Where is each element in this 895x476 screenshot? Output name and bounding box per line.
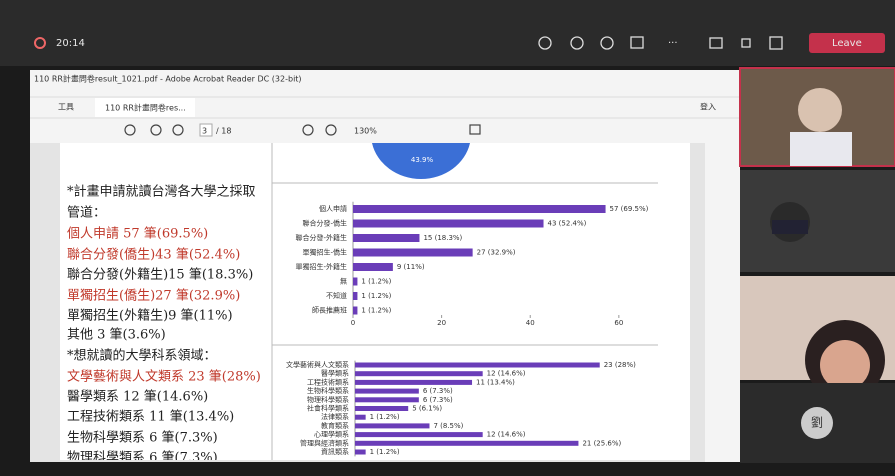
video-tile[interactable] bbox=[740, 170, 895, 272]
value-label: 12 (14.6%) bbox=[487, 370, 526, 378]
value-label: 9 (11%) bbox=[397, 263, 425, 271]
bar bbox=[355, 423, 429, 428]
x-tick-label: 0 bbox=[351, 319, 355, 327]
q1-title: 管道： bbox=[67, 206, 106, 221]
category-label: 個人申請 bbox=[319, 204, 347, 213]
value-label: 12 (14.6%) bbox=[487, 431, 526, 439]
category-label: 醫學類系 bbox=[321, 369, 349, 378]
category-label: 管理與經濟類系 bbox=[300, 438, 349, 447]
category-label: 聯合分發-僑生 bbox=[302, 219, 347, 228]
value-label: 1 (1.2%) bbox=[370, 448, 400, 456]
value-label: 21 (25.6%) bbox=[582, 439, 621, 447]
value-label: 1 (1.2%) bbox=[370, 413, 400, 421]
value-label: 43 (52.4%) bbox=[548, 220, 587, 228]
category-label: 文學藝術與人文類系 bbox=[286, 360, 349, 369]
category-label: 法律類系 bbox=[321, 412, 349, 421]
side-panel bbox=[705, 143, 740, 462]
q2-title: *想就讀的大學科系領域： bbox=[67, 348, 217, 364]
bar bbox=[355, 432, 483, 437]
avatar-initial: 劉 bbox=[811, 415, 823, 430]
category-label: 工程技術類系 bbox=[307, 377, 349, 386]
category-label: 物理科學類系 bbox=[307, 395, 349, 404]
q1-line: 聯合分發(僑生)43 筆(52.4%) bbox=[67, 248, 240, 263]
meeting-time: 20:14 bbox=[56, 38, 85, 49]
x-tick-label: 20 bbox=[437, 319, 446, 327]
q2-line: 醫學類系 12 筆(14.6%) bbox=[67, 390, 208, 405]
page-total: / 18 bbox=[216, 127, 231, 136]
value-label: 27 (32.9%) bbox=[477, 249, 516, 257]
category-label: 單獨招生-僑生 bbox=[302, 248, 347, 257]
meeting-bar bbox=[0, 0, 895, 66]
value-label: 6 (7.3%) bbox=[423, 396, 453, 404]
category-label: 師長推薦班 bbox=[312, 306, 347, 315]
q2-line: 生物科學類系 6 筆(7.3%) bbox=[67, 431, 218, 446]
q1-line: 其他 3 筆(3.6%) bbox=[67, 328, 166, 343]
category-label: 無 bbox=[340, 277, 347, 286]
q1-line: 單獨招生(僑生)27 筆(32.9%) bbox=[67, 289, 240, 304]
bar bbox=[355, 389, 419, 394]
value-label: 7 (8.5%) bbox=[433, 422, 463, 430]
bar bbox=[353, 234, 419, 242]
category-label: 生物科學類系 bbox=[307, 386, 349, 395]
bar bbox=[355, 371, 483, 376]
category-label: 不知道 bbox=[326, 291, 347, 300]
bar bbox=[353, 307, 357, 315]
bar bbox=[353, 263, 393, 271]
value-label: 5 (6.1%) bbox=[412, 405, 442, 413]
window-title: 110 RR計畫問卷result_1021.pdf - Adobe Acroba… bbox=[34, 74, 302, 84]
sign-in[interactable]: 登入 bbox=[700, 102, 716, 112]
bar bbox=[353, 292, 357, 300]
x-tick-label: 60 bbox=[614, 319, 623, 327]
doc-tab[interactable]: 110 RR計畫問卷res... bbox=[105, 103, 186, 113]
zoom[interactable]: 130% bbox=[354, 127, 377, 136]
more[interactable]: ··· bbox=[668, 38, 678, 49]
value-label: 6 (7.3%) bbox=[423, 387, 453, 395]
bar bbox=[355, 441, 578, 446]
q1-title: *計畫申請就讀台灣各大學之採取 bbox=[67, 184, 256, 200]
page-current[interactable]: 3 bbox=[202, 127, 207, 136]
bar bbox=[353, 220, 544, 228]
x-tick-label: 40 bbox=[526, 319, 535, 327]
bar bbox=[355, 415, 366, 420]
category-label: 心理學類系 bbox=[314, 430, 349, 439]
q2-line: 工程技術類系 11 筆(13.4%) bbox=[67, 410, 234, 425]
bar bbox=[355, 397, 419, 402]
screen: 20:14 ··· Leave 110 RR計畫問卷result_1021.pd… bbox=[0, 0, 895, 472]
value-label: 1 (1.2%) bbox=[361, 278, 391, 286]
value-label: 15 (18.3%) bbox=[423, 234, 462, 242]
q1-line: 個人申請 57 筆(69.5%) bbox=[67, 227, 208, 242]
bar bbox=[355, 450, 366, 455]
bar bbox=[355, 406, 408, 411]
pie-label: 43.9% bbox=[411, 156, 434, 164]
q2-line: 文學藝術與人文類系 23 筆(28%) bbox=[67, 370, 261, 385]
value-label: 57 (69.5%) bbox=[610, 205, 649, 213]
value-label: 11 (13.4%) bbox=[476, 378, 515, 386]
q2-line: 物理科學類系 6 筆(7.3%) bbox=[67, 451, 218, 466]
value-label: 1 (1.2%) bbox=[361, 307, 391, 315]
bar bbox=[353, 205, 606, 213]
bar bbox=[353, 249, 473, 257]
bar bbox=[355, 380, 472, 385]
value-label: 23 (28%) bbox=[604, 361, 636, 369]
bar bbox=[355, 363, 600, 368]
q1-line: 單獨招生(外籍生)9 筆(11%) bbox=[67, 308, 233, 324]
category-label: 社會科學類系 bbox=[307, 404, 349, 413]
category-label: 聯合分發-外籍生 bbox=[295, 233, 347, 242]
q1-line: 聯合分發(外籍生)15 筆(18.3%) bbox=[67, 267, 253, 283]
value-label: 1 (1.2%) bbox=[361, 292, 391, 300]
bar bbox=[353, 278, 357, 286]
leave-label[interactable]: Leave bbox=[832, 38, 862, 49]
category-label: 教育類系 bbox=[321, 421, 349, 430]
category-label: 資訊類系 bbox=[321, 447, 349, 456]
tools-tab[interactable]: 工具 bbox=[58, 103, 74, 112]
category-label: 單獨招生-外籍生 bbox=[295, 262, 347, 271]
